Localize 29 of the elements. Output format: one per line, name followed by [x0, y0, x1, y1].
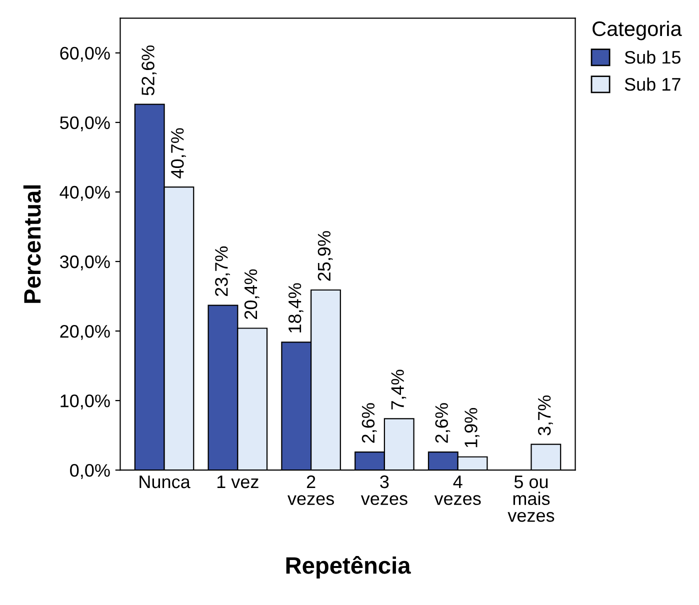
y-tick-label: 10,0% [60, 394, 110, 410]
y-tick-label: 60,0% [60, 46, 110, 62]
legend-title: Categoria [592, 20, 682, 40]
data-label: 7,4% [391, 370, 406, 410]
data-label: 23,7% [215, 246, 230, 296]
data-label: 52,6% [142, 45, 157, 96]
x-tick-label: 3 vezes [360, 475, 408, 506]
data-label: 25,9% [318, 231, 333, 281]
legend-label: Sub 15 [624, 50, 680, 64]
y-tick-label: 40,0% [60, 186, 110, 201]
x-axis-title: Repetência [286, 556, 411, 579]
y-tick-label: 0,0% [70, 464, 110, 479]
y-tick-label: 20,0% [60, 324, 110, 340]
data-label: 18,4% [288, 283, 304, 332]
data-label: 1,9% [464, 408, 480, 448]
data-label: 40,7% [171, 128, 186, 178]
x-tick-label: Nunca [140, 476, 190, 488]
x-tick-label: 1 vez [217, 476, 258, 488]
data-label: 2,6% [362, 403, 377, 443]
data-label: 2,6% [435, 403, 450, 443]
data-label: 20,4% [244, 269, 260, 319]
y-axis-title: Percentual [23, 185, 41, 303]
legend-label: Sub 17 [624, 78, 680, 91]
y-tick-label: 50,0% [60, 116, 110, 132]
data-label: 3,7% [538, 396, 553, 436]
x-tick-label: 5 ou mais vezes [508, 476, 554, 522]
y-tick-label: 30,0% [60, 255, 110, 270]
x-tick-label: 2 vezes [288, 475, 334, 506]
x-tick-label: 4 vezes [434, 476, 481, 506]
